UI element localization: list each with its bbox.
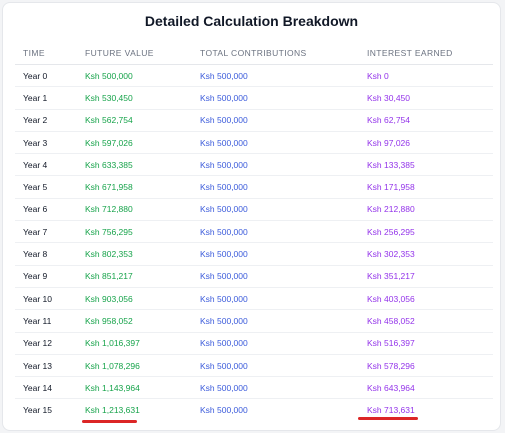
table-row: Year 6 Ksh 712,880 Ksh 500,000 Ksh 212,880 xyxy=(15,198,493,222)
cell-future-value: Ksh 712,880 xyxy=(77,198,192,222)
cell-interest-earned: Ksh 212,880 xyxy=(359,198,493,222)
table-row: Year 14 Ksh 1,143,964 Ksh 500,000 Ksh 643,9… xyxy=(15,376,493,400)
cell-interest-earned: Ksh 30,450 xyxy=(359,86,493,110)
cell-time: Year 10 xyxy=(15,287,77,311)
table-row: Year 5 Ksh 671,958 Ksh 500,000 Ksh 171,958 xyxy=(15,175,493,199)
cell-future-value: Ksh 562,754 xyxy=(77,109,192,132)
cell-interest-earned: Ksh 256,295 xyxy=(359,220,493,244)
table-row: Year 4 Ksh 633,385 Ksh 500,000 Ksh 133,385 xyxy=(15,153,493,177)
cell-total-contributions: Ksh 500,000 xyxy=(192,175,359,199)
cell-total-contributions: Ksh 500,000 xyxy=(192,242,359,266)
table-row: Year 15 Ksh 1,213,631 Ksh 500,000 Ksh 713,6… xyxy=(15,399,493,421)
cell-interest-earned: Ksh 351,217 xyxy=(359,265,493,288)
cell-future-value: Ksh 597,026 xyxy=(77,131,192,155)
table-row: Year 2 Ksh 562,754 Ksh 500,000 Ksh 62,754 xyxy=(15,109,493,132)
cell-future-value: Ksh 802,353 xyxy=(77,242,192,266)
cell-future-value: Ksh 903,056 xyxy=(77,287,192,311)
cell-total-contributions: Ksh 500,000 xyxy=(192,198,359,222)
cell-future-value: Ksh 500,000 xyxy=(77,64,192,88)
cell-interest-earned: Ksh 62,754 xyxy=(359,109,493,132)
cell-time: Year 4 xyxy=(15,153,77,177)
cell-total-contributions: Ksh 500,000 xyxy=(192,287,359,311)
cell-future-value: Ksh 1,016,397 xyxy=(77,332,192,355)
breakdown-table: TIME FUTURE VALUE TOTAL CONTRIBUTIONS IN… xyxy=(15,42,493,421)
cell-time: Year 13 xyxy=(15,354,77,378)
cell-time: Year 12 xyxy=(15,332,77,355)
table-row: Year 3 Ksh 597,026 Ksh 500,000 Ksh 97,026 xyxy=(15,131,493,155)
cell-total-contributions: Ksh 500,000 xyxy=(192,86,359,110)
cell-time: Year 1 xyxy=(15,86,77,110)
cell-time: Year 2 xyxy=(15,109,77,132)
cell-future-value: Ksh 958,052 xyxy=(77,309,192,333)
cell-total-contributions: Ksh 500,000 xyxy=(200,405,248,416)
header-total-contributions: TOTAL CONTRIBUTIONS xyxy=(192,42,359,65)
cell-time: Year 14 xyxy=(15,376,77,400)
cell-interest-earned: Ksh 516,397 xyxy=(359,332,493,355)
cell-future-value: Ksh 851,217 xyxy=(77,265,192,288)
future-value-annotation-underline xyxy=(82,420,137,423)
cell-time: Year 7 xyxy=(15,220,77,244)
cell-interest-earned: Ksh 302,353 xyxy=(359,242,493,266)
cell-time: Year 9 xyxy=(15,265,77,288)
cell-total-contributions: Ksh 500,000 xyxy=(192,376,359,400)
cell-time: Year 5 xyxy=(15,175,77,199)
table-row: Year 0 Ksh 500,000 Ksh 500,000 Ksh 0 xyxy=(15,64,493,88)
header-time: TIME xyxy=(15,42,77,65)
cell-total-contributions: Ksh 500,000 xyxy=(192,309,359,333)
cell-future-value: Ksh 633,385 xyxy=(77,153,192,177)
table-row: Year 7 Ksh 756,295 Ksh 500,000 Ksh 256,295 xyxy=(15,220,493,244)
cell-total-contributions: Ksh 500,000 xyxy=(192,332,359,355)
cell-total-contributions: Ksh 500,000 xyxy=(192,153,359,177)
table-header-row: TIME FUTURE VALUE TOTAL CONTRIBUTIONS IN… xyxy=(15,42,493,65)
cell-future-value: Ksh 1,213,631 xyxy=(85,405,140,416)
interest-earned-annotation-underline xyxy=(358,417,418,420)
card-title: Detailed Calculation Breakdown xyxy=(144,13,359,29)
table-row: Year 9 Ksh 851,217 Ksh 500,000 Ksh 351,217 xyxy=(15,265,493,288)
cell-interest-earned: Ksh 0 xyxy=(359,64,493,88)
cell-interest-earned: Ksh 133,385 xyxy=(359,153,493,177)
cell-future-value: Ksh 530,450 xyxy=(77,86,192,110)
header-future-value: FUTURE VALUE xyxy=(77,42,192,65)
cell-time: Year 3 xyxy=(15,131,77,155)
header-interest-earned: INTEREST EARNED xyxy=(359,42,493,65)
cell-interest-earned: Ksh 578,296 xyxy=(359,354,493,378)
cell-future-value: Ksh 671,958 xyxy=(77,175,192,199)
cell-time: Year 8 xyxy=(15,242,77,266)
table-row: Year 12 Ksh 1,016,397 Ksh 500,000 Ksh 516,3… xyxy=(15,332,493,355)
cell-interest-earned: Ksh 171,958 xyxy=(359,175,493,199)
cell-time: Year 0 xyxy=(15,64,77,88)
cell-total-contributions: Ksh 500,000 xyxy=(192,354,359,378)
cell-future-value: Ksh 1,078,296 xyxy=(77,354,192,378)
cell-total-contributions: Ksh 500,000 xyxy=(192,109,359,132)
table-row: Year 8 Ksh 802,353 Ksh 500,000 Ksh 302,353 xyxy=(15,242,493,266)
cell-future-value: Ksh 1,143,964 xyxy=(77,376,192,400)
cell-time: Year 11 xyxy=(15,309,77,333)
cell-interest-earned: Ksh 97,026 xyxy=(359,131,493,155)
cell-time: Year 15 xyxy=(23,405,52,416)
table-row: Year 13 Ksh 1,078,296 Ksh 500,000 Ksh 578,2… xyxy=(15,354,493,378)
cell-total-contributions: Ksh 500,000 xyxy=(192,131,359,155)
cell-interest-earned: Ksh 713,631 xyxy=(367,405,415,416)
cell-interest-earned: Ksh 643,964 xyxy=(359,376,493,400)
cell-total-contributions: Ksh 500,000 xyxy=(192,64,359,88)
table-row: Year 1 Ksh 530,450 Ksh 500,000 Ksh 30,450 xyxy=(15,86,493,110)
cell-interest-earned: Ksh 458,052 xyxy=(359,309,493,333)
table-row: Year 11 Ksh 958,052 Ksh 500,000 Ksh 458,052 xyxy=(15,309,493,333)
cell-interest-earned: Ksh 403,056 xyxy=(359,287,493,311)
table-row: Year 10 Ksh 903,056 Ksh 500,000 Ksh 403,056 xyxy=(15,287,493,311)
cell-future-value: Ksh 756,295 xyxy=(77,220,192,244)
cell-total-contributions: Ksh 500,000 xyxy=(192,220,359,244)
cell-time: Year 6 xyxy=(15,198,77,222)
cell-total-contributions: Ksh 500,000 xyxy=(192,265,359,288)
calculation-breakdown-card: Detailed Calculation Breakdown TIME FUTU… xyxy=(2,2,501,431)
